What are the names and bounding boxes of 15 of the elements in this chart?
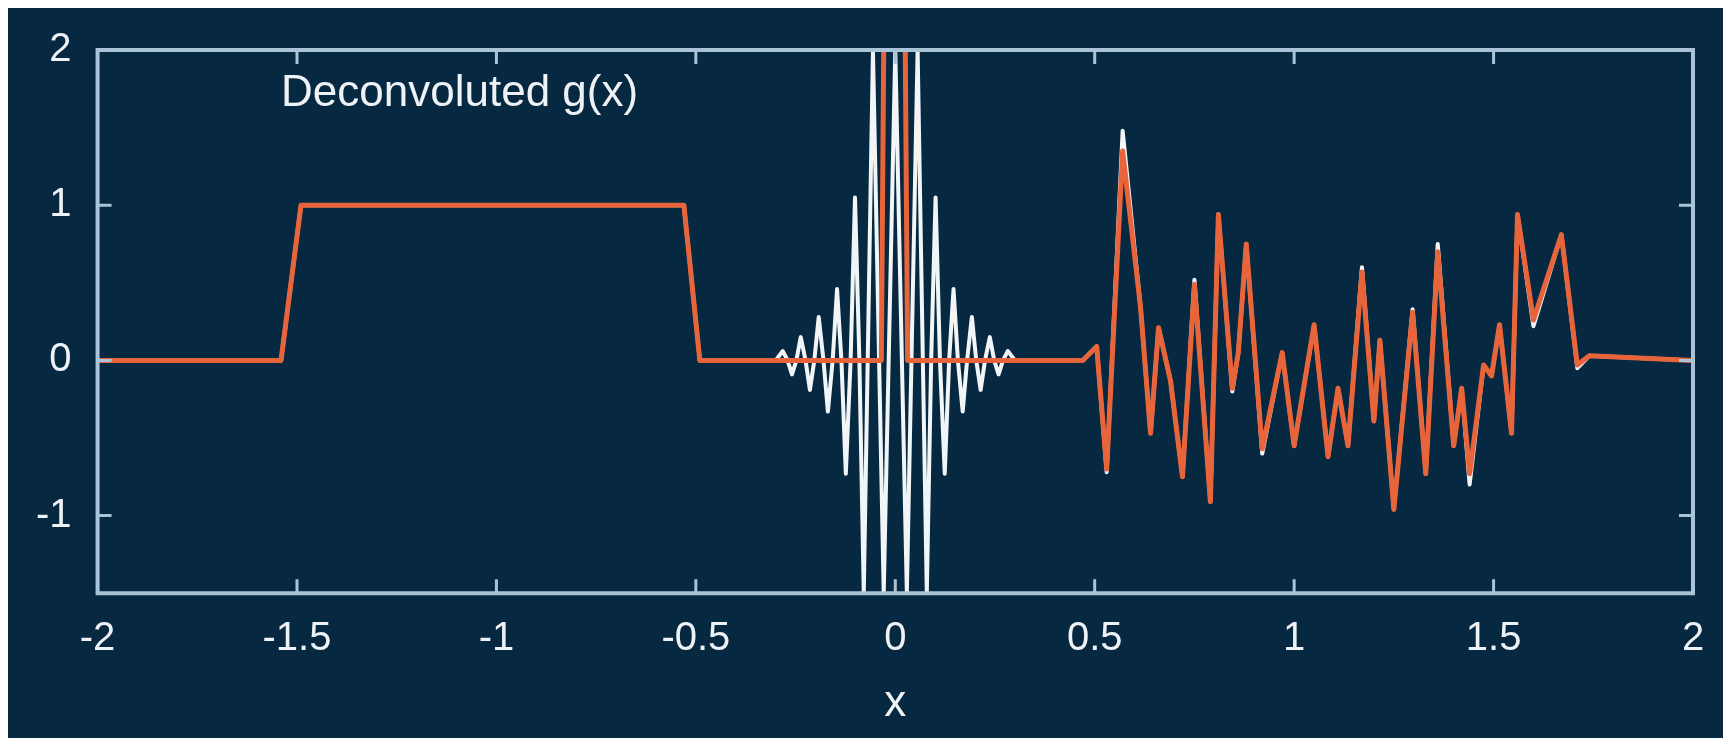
y-tick-label: 0 bbox=[49, 335, 72, 380]
x-tick-label: -1 bbox=[478, 614, 515, 659]
x-tick-label: 0.5 bbox=[1066, 614, 1123, 659]
x-tick-label: 2 bbox=[1681, 614, 1705, 659]
y-tick-label: 2 bbox=[49, 25, 72, 70]
x-axis-title: x bbox=[884, 675, 907, 725]
x-tick-label: 1.5 bbox=[1465, 614, 1522, 659]
annotation: Deconvoluted g(x) bbox=[281, 66, 639, 116]
y-tick-label: -1 bbox=[35, 490, 72, 535]
x-tick-label: 0 bbox=[884, 614, 907, 659]
x-tick-label: -2 bbox=[79, 614, 116, 659]
x-tick-label: -0.5 bbox=[661, 614, 731, 659]
y-tick-label: 1 bbox=[49, 180, 72, 225]
x-tick-label: 1 bbox=[1283, 614, 1306, 659]
x-tick-label: -1.5 bbox=[262, 614, 332, 659]
